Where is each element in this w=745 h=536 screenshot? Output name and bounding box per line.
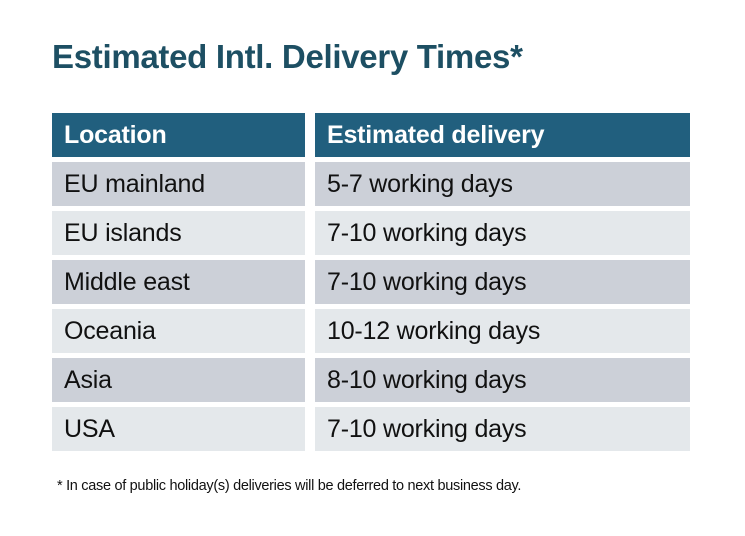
cell-location: Oceania: [52, 309, 305, 353]
cell-delivery: 7-10 working days: [315, 211, 690, 255]
column-header-estimated-delivery: Estimated delivery: [315, 113, 690, 157]
footnote: * In case of public holiday(s) deliverie…: [57, 478, 522, 494]
cell-location: EU mainland: [52, 162, 305, 206]
cell-location: EU islands: [52, 211, 305, 255]
cell-location: USA: [52, 407, 305, 451]
cell-location: Middle east: [52, 260, 305, 304]
cell-location: Asia: [52, 358, 305, 402]
cell-delivery: 7-10 working days: [315, 260, 690, 304]
column-header-location: Location: [52, 113, 305, 157]
page-title: Estimated Intl. Delivery Times*: [52, 38, 523, 75]
cell-delivery: 8-10 working days: [315, 358, 690, 402]
cell-delivery: 5-7 working days: [315, 162, 690, 206]
cell-delivery: 7-10 working days: [315, 407, 690, 451]
cell-delivery: 10-12 working days: [315, 309, 690, 353]
delivery-table: Location Estimated delivery EU mainland …: [52, 113, 690, 451]
